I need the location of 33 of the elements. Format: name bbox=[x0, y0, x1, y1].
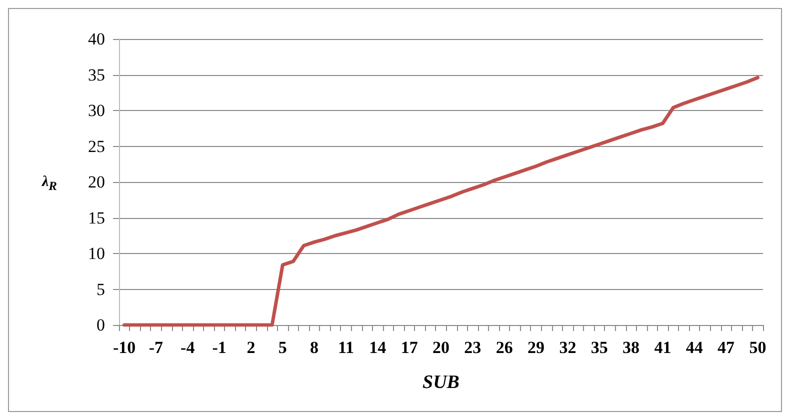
y-tick-label: 20 bbox=[88, 172, 105, 192]
x-tick-label: 50 bbox=[749, 338, 766, 357]
y-tick-label: 0 bbox=[96, 316, 105, 334]
line-series bbox=[122, 76, 760, 327]
x-tick-label: 29 bbox=[528, 338, 545, 357]
y-tick-label: 25 bbox=[88, 136, 105, 156]
x-tick-label: 41 bbox=[654, 338, 672, 357]
x-tick-label: 32 bbox=[559, 338, 576, 357]
y-tick-label: 10 bbox=[88, 244, 105, 263]
x-tick-label: 23 bbox=[464, 338, 482, 357]
x-tick-label: 14 bbox=[369, 338, 387, 357]
x-tick-label: 26 bbox=[496, 338, 513, 357]
y-tick-label: 40 bbox=[88, 30, 105, 48]
y-tick-label: 15 bbox=[88, 208, 105, 228]
x-tick-label: -1 bbox=[212, 338, 226, 357]
x-tick-label: 20 bbox=[432, 338, 450, 357]
x-tick-label: 44 bbox=[686, 338, 704, 357]
x-tick-label: 38 bbox=[622, 338, 640, 357]
x-tick-label: 17 bbox=[400, 338, 418, 357]
x-axis-title: SUB bbox=[422, 372, 460, 393]
y-tick-label: 5 bbox=[96, 280, 105, 299]
x-tick-label: 5 bbox=[278, 338, 287, 357]
x-tick-label: -7 bbox=[148, 338, 164, 357]
y-tick-label: 30 bbox=[88, 101, 105, 120]
x-tick-label: 35 bbox=[590, 338, 608, 357]
y-axis-title: λ$_{R}$ bbox=[42, 174, 58, 194]
x-tick-label: -10 bbox=[112, 338, 136, 357]
x-tick-label: 11 bbox=[338, 338, 354, 357]
y-tick-label: 35 bbox=[88, 65, 105, 84]
x-tick-label: -4 bbox=[180, 338, 196, 357]
x-tick-label: 47 bbox=[718, 338, 736, 357]
x-tick-label: 2 bbox=[246, 338, 256, 357]
x-tick-label: 8 bbox=[310, 338, 319, 357]
